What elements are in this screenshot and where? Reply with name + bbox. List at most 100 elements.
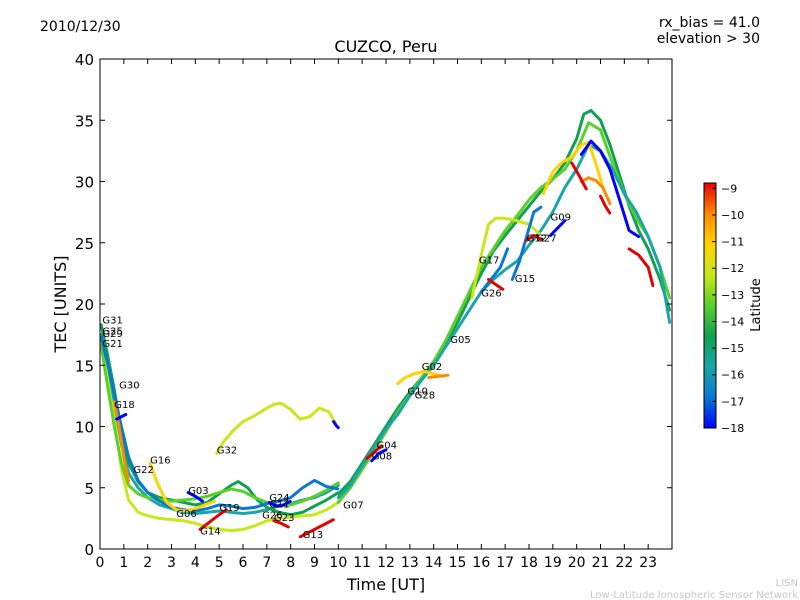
prn-label: G29 bbox=[102, 329, 122, 340]
x-tick-label: 23 bbox=[639, 555, 657, 571]
prn-label: G26 bbox=[262, 510, 282, 521]
prn-label: G14 bbox=[200, 526, 220, 537]
y-tick-label: 40 bbox=[75, 51, 94, 69]
x-tick-label: 21 bbox=[592, 555, 610, 571]
series-trace-3 bbox=[100, 344, 340, 508]
colorbar-tick-label: −16 bbox=[721, 369, 744, 382]
y-tick-label: 10 bbox=[75, 419, 94, 437]
series-trace-31 bbox=[272, 519, 290, 529]
x-tick-label: 16 bbox=[472, 555, 490, 571]
x-tick-label: 12 bbox=[377, 555, 395, 571]
x-tick-label: 15 bbox=[449, 555, 467, 571]
prn-label: G21 bbox=[102, 339, 122, 350]
y-tick-label: 5 bbox=[84, 480, 94, 498]
x-tick-label: 7 bbox=[262, 555, 271, 571]
series-trace-24 bbox=[487, 278, 505, 291]
colorbar-tick-label: −11 bbox=[721, 236, 744, 249]
x-tick-label: 2 bbox=[143, 555, 152, 571]
y-tick-label: 20 bbox=[75, 296, 94, 314]
plot-frame bbox=[99, 58, 673, 550]
x-tick-label: 18 bbox=[520, 555, 538, 571]
series-trace-25 bbox=[627, 247, 655, 288]
prn-label: G16 bbox=[150, 455, 170, 466]
prn-label: G24 bbox=[269, 493, 289, 504]
prn-label: G06 bbox=[176, 509, 196, 520]
series-trace-15 bbox=[470, 216, 540, 300]
x-tick-label: 13 bbox=[401, 555, 419, 571]
series-trace-20 bbox=[579, 139, 641, 239]
series-trace-17 bbox=[579, 176, 612, 206]
series-trace-6 bbox=[332, 420, 340, 430]
colorbar-tick-label: −14 bbox=[721, 315, 744, 328]
colorbar bbox=[703, 182, 717, 429]
series-trace-29 bbox=[186, 491, 204, 503]
x-tick-label: 8 bbox=[286, 555, 295, 571]
prn-label: G28 bbox=[415, 390, 435, 401]
prn-label: G18 bbox=[114, 400, 134, 411]
prn-label: G30 bbox=[119, 381, 139, 392]
prn-label: G17 bbox=[479, 256, 499, 267]
y-tick-label: 25 bbox=[75, 235, 94, 253]
prn-label: G27 bbox=[536, 234, 556, 245]
colorbar-tick-label: −9 bbox=[721, 182, 737, 195]
prn-label: G13 bbox=[303, 530, 323, 541]
colorbar-tick-label: −18 bbox=[721, 422, 744, 435]
y-tick-label: 30 bbox=[75, 174, 94, 192]
series-trace-28 bbox=[115, 412, 128, 421]
footer-network: Low-Latitude Ionospheric Sensor Network bbox=[590, 590, 798, 600]
x-tick-label: 4 bbox=[191, 555, 200, 571]
x-tick-label: 6 bbox=[239, 555, 248, 571]
prn-label: G07 bbox=[343, 501, 363, 512]
series-trace-1 bbox=[100, 323, 340, 517]
rx-bias-label: rx_bias = 41.0 bbox=[659, 15, 760, 31]
series-trace-33 bbox=[370, 448, 388, 463]
colorbar-ticks: −9 −10 −11 −12 −13 −14 −15 −16 −17 −18 bbox=[712, 182, 744, 435]
series-trace-19 bbox=[599, 194, 612, 215]
x-tick-label: 20 bbox=[568, 555, 586, 571]
series-trace-9 bbox=[298, 518, 336, 539]
prn-label: G11 bbox=[269, 499, 289, 510]
prn-label: G03 bbox=[188, 486, 208, 497]
prn-label: G22 bbox=[133, 465, 153, 476]
prn-label: G23 bbox=[274, 513, 294, 524]
prn-label: G31 bbox=[102, 316, 122, 327]
y-tick-label: 35 bbox=[75, 112, 94, 130]
colorbar-label: Latitude bbox=[749, 278, 764, 332]
y-axis-label: TEC [UNITS] bbox=[51, 256, 70, 354]
prn-label: G25 bbox=[102, 327, 122, 338]
colorbar-tick-label: −10 bbox=[721, 209, 744, 222]
prn-label: G15 bbox=[515, 274, 535, 285]
x-tick-label: 9 bbox=[310, 555, 319, 571]
x-tick-label: 1 bbox=[119, 555, 128, 571]
x-tick-label: 11 bbox=[353, 555, 371, 571]
colorbar-tick-label: −12 bbox=[721, 262, 744, 275]
elevation-label: elevation > 30 bbox=[657, 31, 760, 47]
series-trace-4 bbox=[100, 335, 340, 513]
series-trace-32 bbox=[365, 444, 383, 460]
x-tick-label: 17 bbox=[496, 555, 514, 571]
prn-label: G26 bbox=[481, 289, 501, 300]
x-axis: 0 1 2 3 4 5 6 7 8 9 10 11 12 13 14 15 16 17 18 19 20 21 22 23 bbox=[96, 59, 657, 571]
series-trace-22 bbox=[510, 205, 543, 281]
x-axis-label: Time [UT] bbox=[346, 575, 425, 594]
prn-label: G04 bbox=[377, 441, 397, 452]
colorbar-tick-label: −15 bbox=[721, 342, 744, 355]
date-label: 2010/12/30 bbox=[40, 19, 121, 35]
series-trace-7 bbox=[148, 461, 216, 513]
x-tick-label: 19 bbox=[544, 555, 562, 571]
x-tick-label: 10 bbox=[329, 555, 347, 571]
y-tick-label: 15 bbox=[75, 357, 94, 375]
prn-label: G08 bbox=[372, 452, 392, 463]
series-trace-21 bbox=[549, 219, 567, 237]
series-trace-10 bbox=[336, 109, 672, 496]
x-tick-label: 5 bbox=[215, 555, 224, 571]
prn-label: G32 bbox=[217, 445, 237, 456]
series-trace-30 bbox=[267, 499, 293, 508]
series-trace-16 bbox=[541, 140, 605, 196]
chart-title: CUZCO, Peru bbox=[334, 37, 437, 56]
x-tick-label: 3 bbox=[167, 555, 176, 571]
series-trace-8 bbox=[198, 508, 228, 531]
x-tick-label: 22 bbox=[615, 555, 633, 571]
